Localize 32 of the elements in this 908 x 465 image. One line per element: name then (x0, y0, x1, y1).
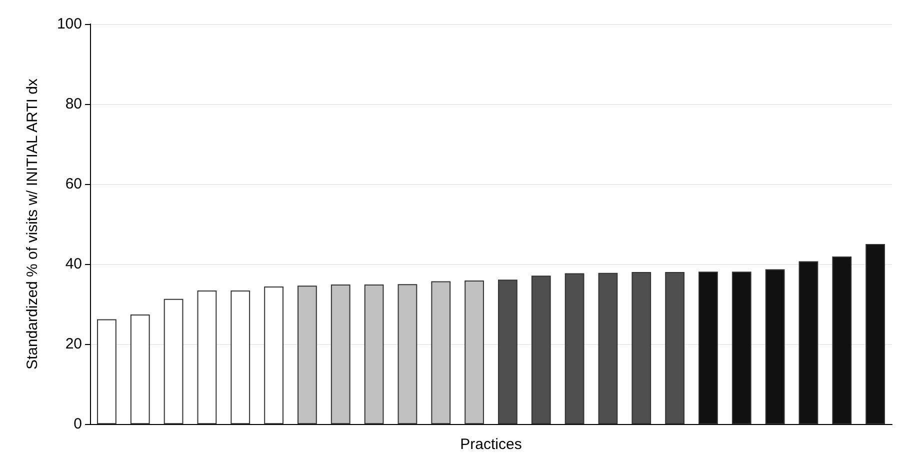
bar (197, 290, 217, 424)
bar (531, 276, 551, 424)
y-tick-label: 80 (65, 96, 82, 113)
bar (598, 272, 618, 424)
bar (398, 284, 418, 424)
bar (230, 290, 250, 424)
bar (832, 256, 852, 424)
bar (164, 298, 184, 424)
bar (564, 273, 584, 424)
bar (298, 286, 317, 424)
bar (130, 314, 150, 424)
bar (97, 319, 116, 424)
bar (765, 269, 785, 424)
bar (665, 272, 684, 424)
y-tick-label: 100 (56, 16, 82, 32)
bar (798, 261, 818, 424)
y-tick-label: 20 (65, 336, 82, 353)
bar (264, 286, 284, 424)
x-axis-title: Practices (460, 436, 522, 453)
bar (464, 280, 484, 424)
bar (698, 272, 718, 424)
y-tick-label: 0 (74, 416, 82, 433)
bar (632, 272, 652, 424)
bar (498, 280, 518, 424)
bar (364, 284, 384, 424)
bar (866, 244, 885, 424)
bar (732, 272, 752, 424)
y-tick-label: 40 (65, 256, 82, 273)
y-tick-label: 60 (65, 176, 82, 193)
y-axis-title: Standardized % of visits w/ INITIAL ARTI dx (24, 78, 41, 370)
bar (330, 284, 350, 424)
bar (431, 281, 451, 424)
